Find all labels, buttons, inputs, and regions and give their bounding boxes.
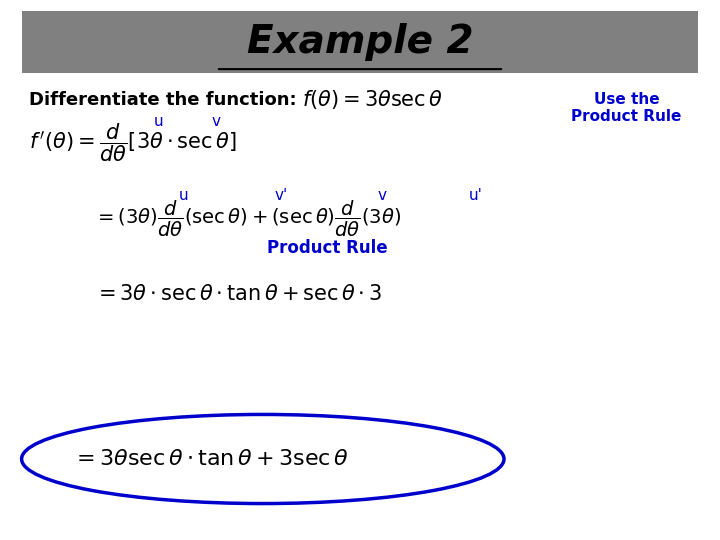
Text: Differentiate the function:: Differentiate the function: xyxy=(29,91,297,109)
Text: $= (3\theta)\dfrac{d}{d\theta}(\sec\theta)+(\sec\theta)\dfrac{d}{d\theta}(3\thet: $= (3\theta)\dfrac{d}{d\theta}(\sec\thet… xyxy=(94,199,401,239)
Text: v': v' xyxy=(274,188,287,203)
Text: $= 3\theta\sec\theta\cdot\tan\theta + 3\sec\theta$: $= 3\theta\sec\theta\cdot\tan\theta + 3\… xyxy=(72,449,349,469)
FancyBboxPatch shape xyxy=(22,11,698,73)
Text: $f\,'(\theta) = \dfrac{d}{d\theta}\left[3\theta\cdot\sec\theta\right]$: $f\,'(\theta) = \dfrac{d}{d\theta}\left[… xyxy=(29,122,236,164)
Text: u: u xyxy=(153,114,163,129)
Text: u: u xyxy=(179,188,189,203)
Text: Example 2: Example 2 xyxy=(247,23,473,61)
Text: $f(\theta) = 3\theta\sec\theta$: $f(\theta) = 3\theta\sec\theta$ xyxy=(302,89,444,111)
Text: Use the
Product Rule: Use the Product Rule xyxy=(571,92,682,124)
Text: v: v xyxy=(377,188,386,203)
Text: $= 3\theta\cdot\sec\theta\cdot\tan\theta + \sec\theta\cdot 3$: $= 3\theta\cdot\sec\theta\cdot\tan\theta… xyxy=(94,284,382,305)
Text: u': u' xyxy=(468,188,482,203)
Text: Product Rule: Product Rule xyxy=(267,239,388,258)
Text: v: v xyxy=(212,114,220,129)
